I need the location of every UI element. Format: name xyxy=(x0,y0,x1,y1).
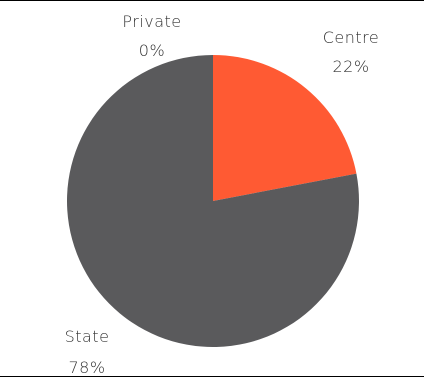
top-divider xyxy=(0,0,424,1)
label-state-name: State xyxy=(65,327,110,346)
pie-slices xyxy=(66,55,359,348)
label-centre-name: Centre xyxy=(323,28,380,47)
label-private-name: Private xyxy=(122,12,181,31)
pie-labels: Private 0% Centre 22% State 78% xyxy=(65,12,380,377)
bottom-divider xyxy=(0,376,424,377)
pie-slice-state xyxy=(66,55,359,348)
pie-chart: Private 0% Centre 22% State 78% xyxy=(65,12,380,377)
label-private-value: 0% xyxy=(139,41,165,60)
label-centre-value: 22% xyxy=(332,57,369,76)
label-state-value: 78% xyxy=(68,358,105,377)
pie-slice-centre xyxy=(213,55,357,201)
